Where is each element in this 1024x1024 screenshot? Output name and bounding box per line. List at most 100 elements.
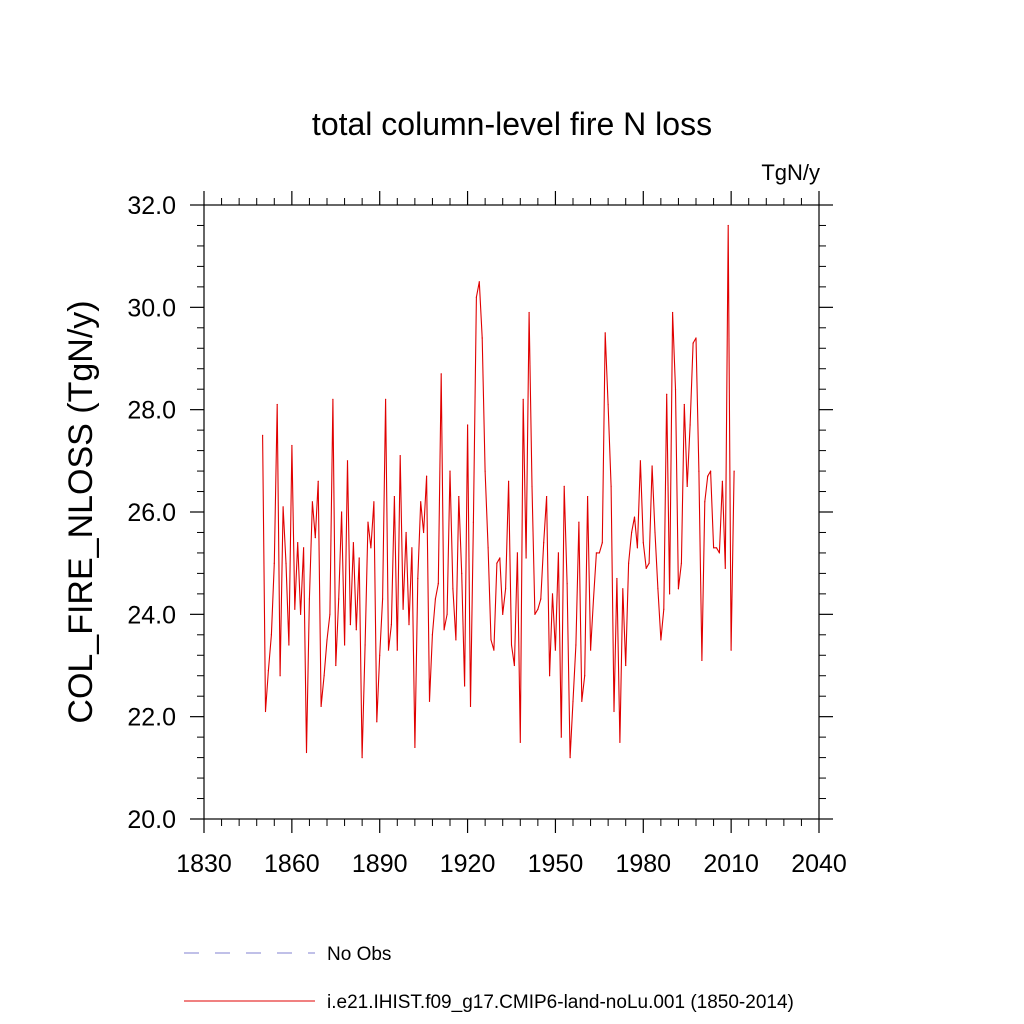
data-point bbox=[721, 480, 724, 482]
data-point bbox=[393, 496, 395, 498]
x-tick-labels: 1830 1860 1890 1920 1950 1980 2010 2040 bbox=[176, 850, 847, 878]
data-point bbox=[563, 485, 565, 487]
data-point bbox=[355, 629, 357, 631]
data-point bbox=[414, 746, 416, 749]
data-point bbox=[695, 337, 697, 339]
data-point bbox=[411, 547, 413, 549]
data-point bbox=[346, 460, 349, 462]
data-point bbox=[417, 577, 419, 580]
plot-area bbox=[203, 204, 820, 820]
data-point bbox=[701, 659, 703, 662]
data-point bbox=[382, 598, 384, 600]
data-point bbox=[508, 480, 510, 482]
data-point bbox=[660, 639, 662, 641]
data-point bbox=[461, 572, 463, 575]
data-point bbox=[534, 613, 536, 615]
data-point bbox=[692, 342, 694, 344]
data-point bbox=[481, 337, 483, 339]
data-point bbox=[519, 741, 521, 743]
data-point bbox=[387, 649, 390, 651]
data-point bbox=[434, 598, 436, 600]
data-point bbox=[669, 593, 671, 595]
data-point bbox=[715, 547, 718, 549]
data-point bbox=[405, 531, 407, 534]
data-point bbox=[364, 644, 366, 646]
legend-label-model: i.e21.IHIST.f09_g17.CMIP6-land-noLu.001 … bbox=[327, 992, 794, 1013]
series-layer bbox=[262, 224, 735, 759]
data-point bbox=[633, 516, 636, 518]
data-point bbox=[308, 598, 310, 600]
data-point bbox=[689, 424, 691, 426]
data-point bbox=[622, 588, 624, 590]
data-point bbox=[499, 557, 501, 559]
data-point bbox=[569, 757, 571, 759]
data-point bbox=[443, 629, 445, 631]
data-point bbox=[349, 624, 351, 626]
data-point bbox=[358, 557, 360, 559]
series-line bbox=[262, 224, 735, 759]
data-point bbox=[613, 710, 615, 713]
data-point bbox=[300, 613, 302, 615]
data-point bbox=[604, 332, 606, 334]
data-point bbox=[478, 281, 480, 283]
data-point bbox=[341, 511, 343, 513]
data-point bbox=[677, 588, 680, 590]
units-label: TgN/y bbox=[761, 160, 820, 185]
data-point bbox=[628, 562, 630, 564]
x-tick-label: 2040 bbox=[791, 850, 847, 878]
data-point bbox=[291, 444, 293, 447]
y-tick-label: 32.0 bbox=[127, 192, 176, 220]
data-point bbox=[390, 624, 392, 626]
data-point bbox=[502, 613, 504, 615]
data-point bbox=[666, 393, 668, 395]
data-point bbox=[683, 403, 685, 406]
data-point bbox=[674, 388, 677, 390]
x-tick-label: 1980 bbox=[615, 850, 671, 878]
data-point bbox=[686, 485, 688, 487]
data-point bbox=[610, 485, 612, 487]
data-point bbox=[581, 700, 583, 702]
data-point bbox=[270, 634, 272, 636]
data-point bbox=[467, 424, 469, 426]
data-point bbox=[625, 664, 627, 667]
data-point bbox=[335, 664, 337, 667]
data-point bbox=[285, 562, 287, 564]
data-point bbox=[657, 588, 659, 590]
data-point bbox=[551, 593, 554, 595]
data-point bbox=[730, 649, 732, 651]
data-point bbox=[487, 547, 489, 549]
data-point bbox=[297, 542, 299, 544]
data-point bbox=[598, 552, 601, 554]
data-point bbox=[455, 639, 457, 641]
data-point bbox=[440, 373, 442, 375]
data-point bbox=[590, 649, 592, 651]
data-point bbox=[446, 613, 448, 615]
data-point bbox=[540, 598, 542, 600]
data-point bbox=[645, 567, 647, 569]
data-point bbox=[587, 496, 589, 498]
data-point bbox=[601, 542, 603, 544]
data-point bbox=[305, 751, 308, 754]
data-point bbox=[326, 639, 328, 641]
data-point bbox=[431, 634, 433, 636]
data-point bbox=[672, 311, 674, 314]
data-point bbox=[557, 552, 560, 554]
data-point bbox=[323, 675, 325, 677]
data-point bbox=[329, 613, 331, 615]
data-point bbox=[537, 608, 539, 610]
data-point bbox=[373, 501, 375, 503]
data-point bbox=[332, 398, 334, 400]
data-point bbox=[616, 577, 618, 580]
data-point bbox=[320, 705, 322, 708]
data-point bbox=[663, 608, 665, 610]
data-point bbox=[464, 685, 466, 687]
data-point bbox=[475, 296, 477, 298]
y-tick-label: 30.0 bbox=[127, 294, 176, 322]
data-point bbox=[704, 501, 706, 503]
data-point bbox=[572, 700, 574, 702]
data-point bbox=[639, 460, 642, 462]
data-point bbox=[516, 552, 519, 554]
data-point bbox=[718, 552, 721, 554]
data-point bbox=[549, 675, 551, 677]
data-point bbox=[528, 311, 530, 314]
